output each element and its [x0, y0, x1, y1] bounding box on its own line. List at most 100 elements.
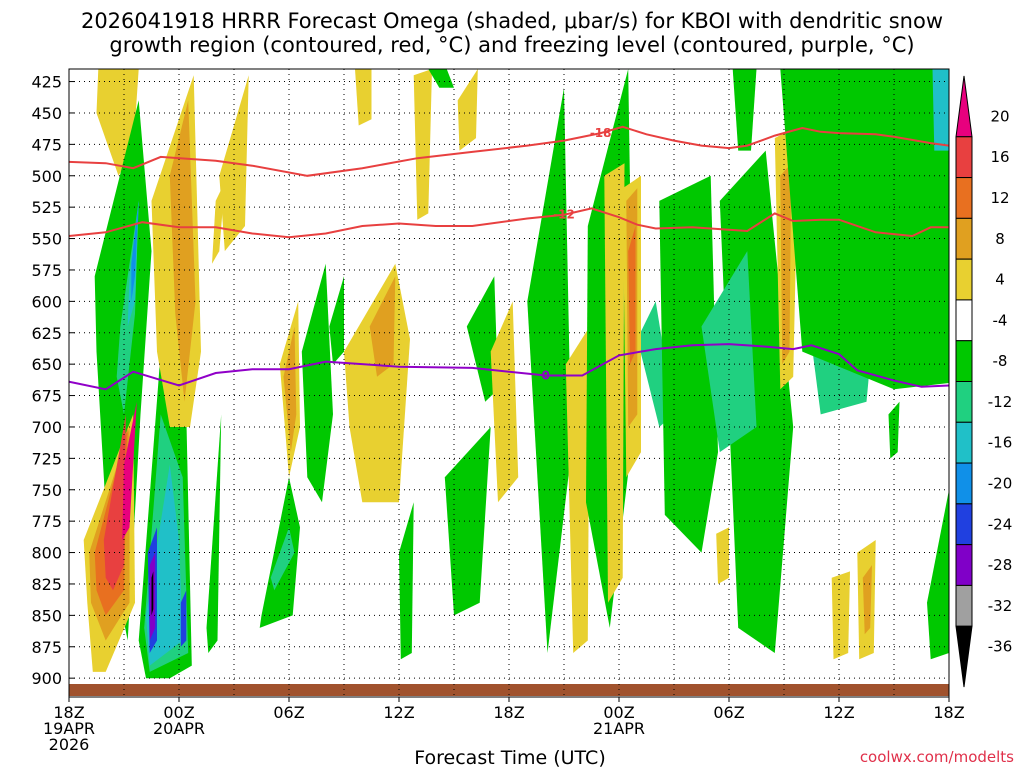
omega-shade-62: [888, 401, 900, 459]
xtick-label-48-0: 18Z: [933, 703, 964, 722]
xtick-label-24-0: 18Z: [493, 703, 524, 722]
colorbar-swatch-7: [955, 381, 973, 423]
contour-label--18: -18: [590, 126, 612, 140]
ytick-label-500: 500: [31, 167, 62, 186]
contour-label-0: 0: [541, 368, 549, 382]
ytick-label-875: 875: [31, 638, 62, 657]
omega-shade-33: [413, 69, 432, 220]
ytick-label-775: 775: [31, 512, 62, 531]
omega-shade-5: [131, 200, 139, 302]
colorbar-swatch-6: [955, 340, 973, 383]
ytick-label-800: 800: [31, 544, 62, 563]
omega-shade-38: [490, 301, 519, 503]
omega-shade-24: [270, 527, 295, 591]
colorbar-label-4: 4: [995, 271, 1005, 289]
ytick-label-450: 450: [31, 104, 62, 123]
omega-shade-10: [122, 401, 137, 540]
ytick-label-475: 475: [31, 135, 62, 154]
omega-shade-34: [428, 69, 454, 88]
omega-shade-31: [399, 502, 414, 660]
xtick-label-6-1: 20APR: [153, 719, 205, 738]
colorbar-label-10: -24: [988, 515, 1013, 533]
y-axis-ticks: 425 450 475 500 525 550 575 600 625 650 675 700 725 7…: [31, 73, 75, 688]
omega-shade-44: [604, 163, 625, 603]
ytick-label-650: 650: [31, 355, 62, 374]
omega-shade-61: [927, 489, 949, 660]
colorbar-swatch-12: [955, 584, 973, 627]
omega-shade-35: [457, 69, 478, 151]
colorbar-label-12: -32: [988, 597, 1013, 615]
ytick-label-625: 625: [31, 324, 62, 343]
omega-shade-32: [355, 69, 372, 126]
omega-shade-26: [283, 326, 297, 453]
colorbar-label-0: 20: [990, 107, 1009, 125]
omega-shade-40: [565, 326, 590, 653]
ytick-label-750: 750: [31, 481, 62, 500]
ytick-label-900: 900: [31, 669, 62, 688]
contour-0-2: [69, 343, 949, 391]
omega-shade-30: [329, 276, 344, 365]
colorbar-label-3: 8: [995, 230, 1005, 248]
contour-label--12: -12: [553, 208, 575, 222]
omega-shade-57: [932, 69, 949, 151]
colorbar-label-9: -20: [988, 474, 1013, 492]
omega-shade-29: [369, 276, 396, 377]
colorbar-label-2: 12: [990, 189, 1009, 207]
xtick-label-0-2: 2026: [49, 735, 90, 754]
colorbar-swatch-4: [955, 258, 973, 301]
colorbar-swatch-11: [955, 544, 973, 586]
xtick-label-30-1: 21APR: [593, 719, 645, 738]
colorbar-label-8: -16: [988, 434, 1013, 452]
credit-text: coolwx.com/modelts: [860, 748, 1014, 766]
ytick-label-700: 700: [31, 418, 62, 437]
omega-shade-9: [103, 414, 126, 591]
omega-shade-16: [151, 571, 154, 616]
omega-shade-48: [628, 226, 636, 365]
omega-shade-54: [780, 163, 792, 365]
xtick-label-12-0: 06Z: [273, 703, 304, 722]
omega-shade-58: [831, 571, 850, 660]
colorbar: 20 16 12 8 4 -4 -8 -12 -16 -20 -24 -28 -32 -36: [955, 75, 1013, 688]
colorbar-swatch-2: [955, 177, 973, 219]
chart-title-line-2: growth region (contoured, red, °C) and f…: [109, 33, 914, 57]
temperature-contours: -18 -12 0: [69, 125, 949, 391]
ytick-label-725: 725: [31, 449, 62, 468]
colorbar-swatch-5: [955, 299, 973, 342]
grid-lines: [68, 69, 950, 697]
colorbar-label-6: -8: [993, 352, 1008, 370]
ytick-label-825: 825: [31, 575, 62, 594]
ytick-label-425: 425: [31, 73, 62, 92]
x-axis-label: Forecast Time (UTC): [414, 747, 605, 768]
xtick-label-42-0: 12Z: [823, 703, 854, 722]
colorbar-label-11: -28: [988, 556, 1013, 574]
ytick-label-850: 850: [31, 606, 62, 625]
colorbar-label-1: 16: [990, 148, 1009, 166]
omega-shade-51: [701, 251, 757, 453]
xtick-label-18-0: 12Z: [383, 703, 414, 722]
omega-shade-27: [301, 263, 333, 503]
colorbar-swatch-0: [955, 75, 973, 138]
omega-shade-60: [862, 565, 872, 635]
contour--12-1: [69, 207, 949, 239]
xtick-label-30-0: 00Z: [603, 703, 634, 722]
xtick-label-0-1: 19APR: [43, 719, 95, 738]
colorbar-label-7: -12: [988, 393, 1013, 411]
colorbar-swatch-13: [955, 625, 973, 688]
colorbar-swatch-9: [955, 462, 973, 505]
colorbar-swatch-8: [955, 421, 973, 464]
colorbar-swatch-10: [955, 503, 973, 546]
colorbar-label-13: -36: [988, 638, 1013, 656]
omega-shade-28: [344, 263, 410, 503]
colorbar-swatch-3: [955, 217, 973, 260]
title-group: 2026041918 HRRR Forecast Omega (shaded, …: [81, 9, 943, 57]
chart-title-line-1: 2026041918 HRRR Forecast Omega (shaded, …: [81, 9, 943, 33]
omega-shade-39: [527, 87, 572, 654]
ytick-label-575: 575: [31, 261, 62, 280]
contour--18-0: [69, 125, 949, 177]
omega-shading: [83, 69, 949, 679]
xtick-label-6-0: 00Z: [163, 703, 194, 722]
ytick-label-550: 550: [31, 230, 62, 249]
omega-shade-36: [444, 427, 491, 616]
xtick-label-0-0: 18Z: [53, 703, 84, 722]
